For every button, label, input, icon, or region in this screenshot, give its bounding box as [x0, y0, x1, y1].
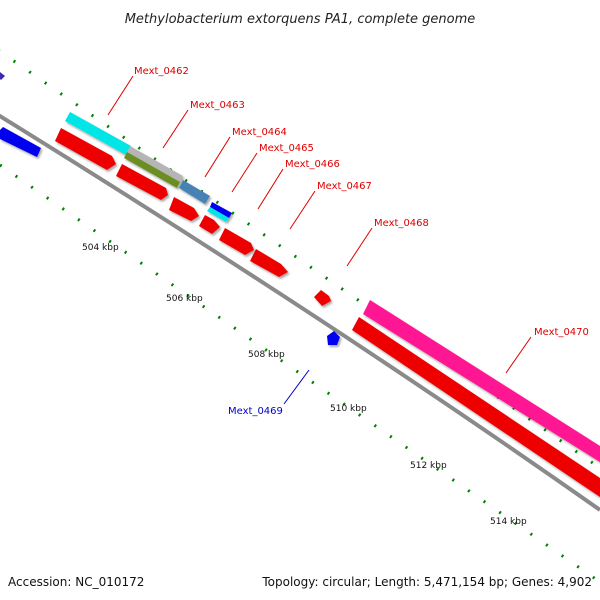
- leader-mext-0462: [107, 75, 134, 116]
- cds-partial-reverse: [0, 72, 5, 80]
- gene-label-mext-0470[interactable]: Mext_0470: [534, 327, 589, 338]
- map-title: Methylobacterium extorquens PA1, complet…: [125, 12, 476, 27]
- cds-mext-0465: [199, 215, 220, 234]
- leader-mext-0465: [231, 152, 258, 193]
- leader-mext-0464: [204, 136, 231, 178]
- gene-label-mext-0469[interactable]: Mext_0469: [228, 406, 283, 417]
- tick-label-508: 508 kbp: [248, 350, 285, 360]
- label-leader-lines: [107, 75, 532, 405]
- gc-dot-track-inner: [0, 163, 600, 584]
- cds-mext-0469: [327, 331, 340, 345]
- genome-summary-text: Topology: circular; Length: 5,471,154 bp…: [261, 575, 592, 589]
- tick-label-512: 512 kbp: [410, 461, 447, 471]
- cds-mext-0464: [169, 197, 199, 221]
- leader-mext-0466: [257, 168, 284, 210]
- tick-label-504: 504 kbp: [82, 243, 119, 253]
- leader-mext-0470: [505, 336, 532, 374]
- tick-label-510: 510 kbp: [330, 404, 367, 414]
- leader-mext-0467: [289, 190, 316, 230]
- cds-mext-0466: [219, 228, 254, 255]
- gene-label-mext-0466[interactable]: Mext_0466: [285, 159, 340, 170]
- tick-label-506: 506 kbp: [166, 294, 203, 304]
- cog-feature-mext-0465-top: [210, 202, 232, 218]
- cds-mext-0463: [116, 164, 168, 200]
- tick-label-514: 514 kbp: [490, 517, 527, 527]
- genome-backbone: [0, 113, 600, 512]
- cds-mext-0468: [314, 290, 331, 306]
- gene-label-mext-0468[interactable]: Mext_0468: [374, 218, 429, 229]
- leader-mext-0469: [283, 369, 310, 405]
- cds-reverse-left: [0, 127, 41, 157]
- gene-label-mext-0462[interactable]: Mext_0462: [134, 66, 189, 77]
- cog-feature-mext-0465-bottom: [207, 207, 229, 222]
- cds-mext-0470: [352, 317, 600, 497]
- cog-feature-track: [65, 112, 600, 462]
- cog-feature-mext-0463-top: [127, 146, 183, 182]
- gene-labels: Mext_0462 Mext_0463 Mext_0464 Mext_0465 …: [134, 66, 589, 417]
- gene-label-mext-0467[interactable]: Mext_0467: [317, 181, 372, 192]
- cds-mext-0462: [55, 128, 116, 170]
- cds-mext-0467: [250, 249, 288, 277]
- leader-mext-0468: [346, 227, 373, 267]
- leader-mext-0463: [162, 109, 189, 149]
- accession-text: Accession: NC_010172: [8, 575, 144, 589]
- cog-feature-mext-0462: [65, 112, 131, 155]
- cog-feature-mext-0464: [179, 180, 210, 204]
- gene-label-mext-0465[interactable]: Mext_0465: [259, 143, 314, 154]
- cog-feature-mext-0470: [363, 300, 600, 462]
- gene-label-mext-0463[interactable]: Mext_0463: [190, 100, 245, 111]
- kbp-tick-labels: 504 kbp 506 kbp 508 kbp 510 kbp 512 kbp …: [82, 243, 527, 527]
- forward-cds-track: [55, 128, 600, 497]
- gene-label-mext-0464[interactable]: Mext_0464: [232, 127, 287, 138]
- cog-feature-mext-0463-bottom: [124, 152, 180, 188]
